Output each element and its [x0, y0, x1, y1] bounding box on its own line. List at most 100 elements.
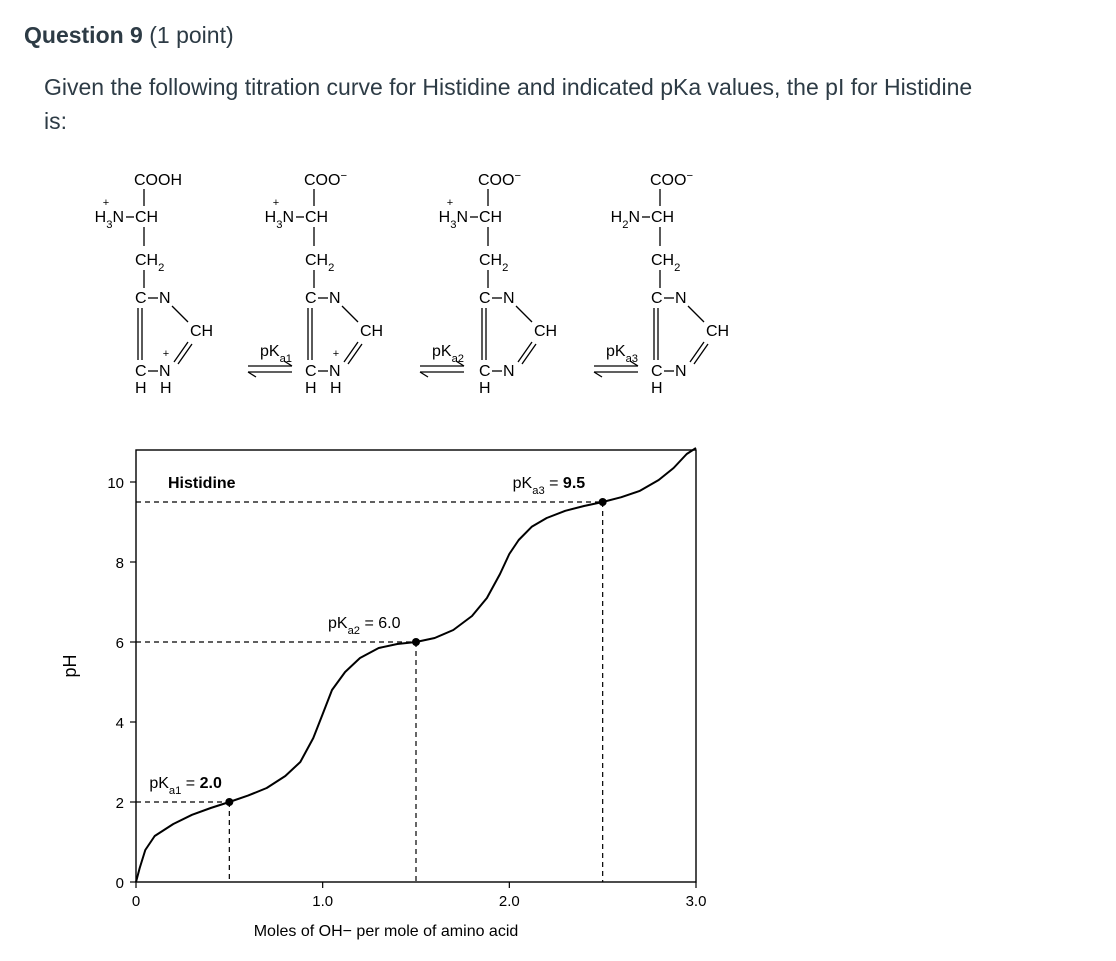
question-prompt: Given the following titration curve for …: [44, 74, 973, 134]
bond: [341, 305, 359, 323]
arrow-head: [593, 371, 603, 378]
point-pKa1: [225, 798, 234, 806]
equilibrium-label: pKa3: [606, 343, 638, 365]
alpha-carbon: CH: [305, 209, 328, 226]
ring-charge: +: [163, 348, 169, 360]
bond: [521, 343, 537, 365]
point-pKa2: [412, 638, 420, 646]
sidechain-methylene: CH2: [479, 252, 508, 274]
amine-charge: +: [103, 197, 109, 209]
x-axis-label: Moles of OH− per mole of amino acid: [254, 923, 519, 940]
bond: [343, 341, 359, 363]
plot-frame: [135, 449, 697, 883]
ring-charge: +: [333, 348, 339, 360]
ring-ch: CH: [534, 323, 557, 340]
ring-carbon: C: [135, 290, 147, 307]
question-points: (1 point): [149, 22, 234, 48]
ring-nitrogen: N: [159, 363, 171, 380]
ring-nitrogen: N: [159, 290, 171, 307]
y-tick-label: 6: [116, 635, 124, 652]
ring-carbon: C: [305, 363, 317, 380]
ring-hydrogen: H: [135, 380, 147, 397]
point-pKa3: [598, 498, 607, 506]
point-label-pKa2: pKa2 = 6.0: [328, 615, 401, 637]
y-tick-label: 0: [116, 875, 124, 892]
bond: [171, 305, 189, 323]
sidechain-methylene: CH2: [135, 252, 164, 274]
ring-nh-hydrogen: H: [160, 380, 172, 397]
ring-ch: CH: [360, 323, 383, 340]
x-tick-label: 3.0: [686, 893, 707, 910]
arrow-head: [283, 360, 293, 367]
ring-nitrogen: N: [329, 290, 341, 307]
equilibrium-label: pKa1: [260, 343, 292, 365]
chart-title: Histidine: [168, 475, 236, 492]
point-label-pKa3: pKa3 = 9.5: [513, 475, 586, 497]
equilibrium-arrow-1: pKa1: [247, 343, 293, 378]
amine-group: H3N: [95, 209, 124, 231]
ring-carbon: C: [479, 363, 491, 380]
ring-nitrogen: N: [675, 363, 687, 380]
ring-hydrogen: H: [305, 380, 317, 397]
carboxyl-group: COO−: [478, 170, 521, 189]
ring-nitrogen: N: [503, 363, 515, 380]
carboxyl-group: COO−: [650, 170, 693, 189]
alpha-carbon: CH: [651, 209, 674, 226]
arrow-head: [629, 360, 639, 367]
ring-carbon: C: [305, 290, 317, 307]
bond: [347, 343, 363, 365]
equilibrium-label: pKa2: [432, 343, 464, 365]
equilibrium-arrow-2: pKa2: [419, 343, 465, 378]
x-tick-label: 1.0: [312, 893, 333, 910]
amine-group: H3N: [265, 209, 294, 231]
ring-carbon: C: [651, 363, 663, 380]
ring-ch: CH: [190, 323, 213, 340]
alpha-carbon: CH: [135, 209, 158, 226]
ring-nitrogen: N: [675, 290, 687, 307]
ring-carbon: C: [479, 290, 491, 307]
arrow-head: [455, 360, 465, 367]
question-number: Question 9: [24, 22, 143, 48]
carboxyl-group: COO−: [304, 170, 347, 189]
ring-nitrogen: N: [329, 363, 341, 380]
arrow-head: [247, 371, 257, 378]
ring-carbon: C: [135, 363, 147, 380]
y-axis-label: pH: [60, 654, 80, 677]
y-tick-label: 2: [116, 795, 124, 812]
ring-hydrogen: H: [651, 380, 663, 397]
ring-carbon: C: [651, 290, 663, 307]
x-tick-label: 2.0: [499, 893, 520, 910]
x-tick-label: 0: [132, 893, 140, 910]
amine-charge: +: [273, 197, 279, 209]
sidechain-methylene: CH2: [651, 252, 680, 274]
bond: [177, 343, 193, 365]
ring-nitrogen: N: [503, 290, 515, 307]
arrow-head: [419, 371, 429, 378]
amine-group: H2N: [611, 209, 640, 231]
alpha-carbon: CH: [479, 209, 502, 226]
question-header: Question 9 (1 point): [24, 22, 234, 49]
y-tick-label: 8: [116, 555, 124, 572]
bond: [173, 341, 189, 363]
ring-ch: CH: [706, 323, 729, 340]
sidechain-methylene: CH2: [305, 252, 334, 274]
equilibrium-arrow-3: pKa3: [593, 343, 639, 378]
titration-chart: 0 2 4 6 8 10 0 1.0 2.0 3.0 Moles of OH− per mole o…: [60, 447, 707, 940]
y-tick-label: 10: [107, 475, 124, 492]
bond: [517, 341, 533, 363]
bond: [693, 343, 709, 365]
carboxyl-group: COOH: [134, 172, 182, 189]
bond: [515, 305, 533, 323]
amine-group: H3N: [439, 209, 468, 231]
ring-nh-hydrogen: H: [330, 380, 342, 397]
bond: [689, 341, 705, 363]
ring-hydrogen: H: [479, 380, 491, 397]
point-label-pKa1: pKa1 = 2.0: [149, 775, 222, 797]
bond: [687, 305, 705, 323]
